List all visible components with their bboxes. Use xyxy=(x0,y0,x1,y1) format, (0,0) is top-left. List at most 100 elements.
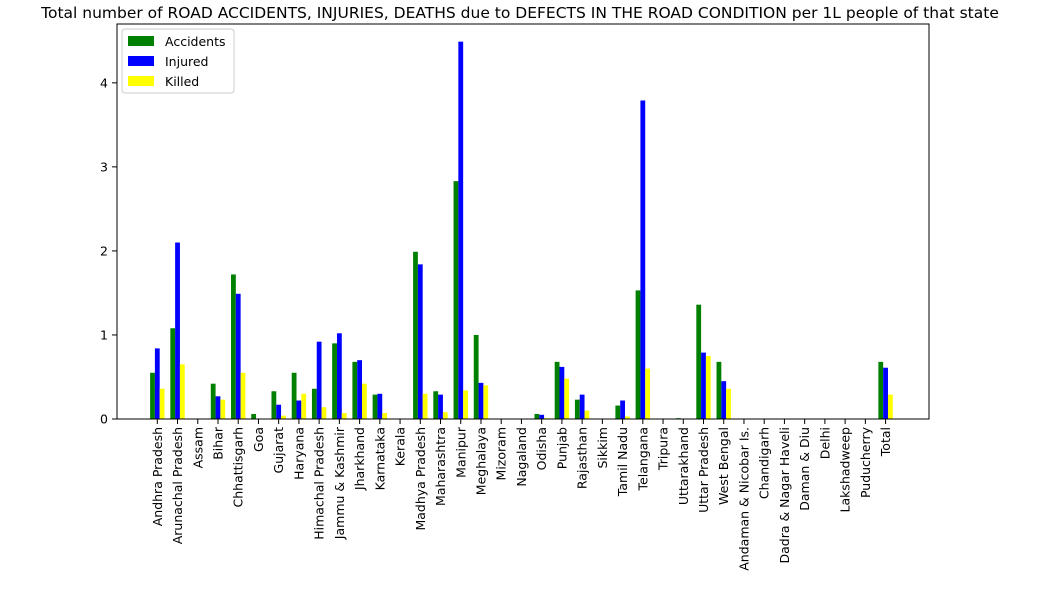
bar-injured-7 xyxy=(296,400,302,419)
bar-injured-23 xyxy=(620,400,625,419)
bar-killed-3 xyxy=(220,399,226,419)
x-tick-label-9: Jammu & Kashmir xyxy=(332,426,347,540)
legend-label-killed: Killed xyxy=(165,74,199,89)
x-tick-label-35: Puducherry xyxy=(858,426,873,498)
bar-accidents-9 xyxy=(332,343,337,419)
x-tick-label-34: Lakshadweep xyxy=(838,427,853,512)
x-tick-label-17: Mizoram xyxy=(494,427,509,480)
bar-killed-9 xyxy=(341,413,347,419)
legend-swatch-killed xyxy=(128,76,154,86)
x-tick-label-11: Karnataka xyxy=(372,427,387,490)
x-tick-label-33: Delhi xyxy=(817,427,832,459)
bar-accidents-1 xyxy=(170,328,176,419)
bar-injured-27 xyxy=(701,352,706,419)
bar-killed-24 xyxy=(645,368,651,419)
chart-title: Total number of ROAD ACCIDENTS, INJURIES… xyxy=(41,4,999,22)
x-tick-label-26: Uttarakhand xyxy=(676,427,691,505)
bar-killed-0 xyxy=(159,388,165,419)
bar-killed-21 xyxy=(584,410,590,419)
x-tick-label-6: Gujarat xyxy=(271,427,286,474)
bar-injured-3 xyxy=(215,396,221,419)
bar-injured-16 xyxy=(478,382,484,419)
bar-injured-14 xyxy=(438,394,443,419)
x-tick-label-16: Meghalaya xyxy=(473,427,488,495)
bar-injured-24 xyxy=(640,100,646,419)
bar-accidents-23 xyxy=(615,405,621,419)
x-tick-label-24: Telangana xyxy=(635,427,650,491)
bar-accidents-15 xyxy=(453,181,459,419)
x-tick-label-32: Daman & Diu xyxy=(797,427,812,511)
bars-layer xyxy=(150,41,893,420)
bar-injured-1 xyxy=(175,242,180,419)
bar-injured-15 xyxy=(458,41,464,420)
bar-accidents-24 xyxy=(635,290,641,419)
x-tick-label-19: Odisha xyxy=(534,427,549,470)
bar-accidents-36 xyxy=(878,361,884,419)
x-tick-label-8: Himachal Pradesh xyxy=(312,427,327,540)
bar-killed-36 xyxy=(887,394,893,419)
x-tick-label-3: Bihar xyxy=(210,426,225,460)
y-tick-label-4: 4 xyxy=(100,75,108,90)
bar-killed-4 xyxy=(240,372,246,419)
bar-killed-16 xyxy=(483,385,489,419)
bar-injured-19 xyxy=(539,414,545,419)
x-tick-label-1: Arunachal Pradesh xyxy=(170,427,185,544)
bar-killed-23 xyxy=(624,416,630,419)
bar-accidents-7 xyxy=(291,372,297,419)
x-tick-label-30: Chandigarh xyxy=(757,427,772,499)
bar-injured-13 xyxy=(417,264,423,419)
x-tick-label-10: Jharkhand xyxy=(352,427,367,491)
bar-accidents-5 xyxy=(251,413,257,419)
x-tick-label-36: Total xyxy=(878,427,893,457)
bar-killed-13 xyxy=(422,393,428,419)
y-tick-label-1: 1 xyxy=(100,327,108,342)
x-tick-label-23: Tamil Nadu xyxy=(615,427,630,497)
x-tick-label-31: Dadra & Nagar Haveli xyxy=(777,427,792,564)
legend: Accidents Injured Killed xyxy=(121,28,235,94)
bar-accidents-3 xyxy=(210,383,216,419)
bar-killed-11 xyxy=(382,413,388,419)
bar-accidents-20 xyxy=(554,361,560,419)
x-tick-label-7: Haryana xyxy=(291,427,306,480)
bar-accidents-8 xyxy=(311,388,317,419)
bar-injured-6 xyxy=(276,404,282,419)
y-tick-label-3: 3 xyxy=(100,159,108,174)
x-tick-label-0: Andhra Pradesh xyxy=(150,427,165,526)
bar-killed-8 xyxy=(321,407,327,419)
bar-accidents-13 xyxy=(413,251,418,419)
x-tick-label-13: Madhya Pradesh xyxy=(413,427,428,531)
plot-area-frame xyxy=(116,23,930,420)
x-tick-label-5: Goa xyxy=(251,427,266,452)
bar-injured-0 xyxy=(154,348,160,419)
bar-killed-20 xyxy=(564,378,570,419)
x-tick-label-25: Tripura xyxy=(656,427,671,471)
bar-killed-28 xyxy=(726,388,731,419)
y-tick-label-0: 0 xyxy=(100,412,108,427)
x-tick-label-14: Maharashtra xyxy=(433,427,448,506)
bar-injured-10 xyxy=(357,360,362,419)
bar-killed-14 xyxy=(442,412,448,419)
bar-injured-21 xyxy=(579,394,585,419)
bar-injured-20 xyxy=(559,366,565,419)
bar-accidents-16 xyxy=(473,334,479,419)
bar-accidents-4 xyxy=(231,274,236,419)
x-tick-label-4: Chhattisgarh xyxy=(231,427,246,507)
bar-injured-36 xyxy=(883,367,888,419)
bar-accidents-21 xyxy=(574,399,580,419)
x-tick-label-22: Sikkim xyxy=(595,427,610,469)
legend-swatch-accidents xyxy=(128,36,154,46)
bar-killed-27 xyxy=(705,355,711,419)
bar-killed-6 xyxy=(281,415,286,419)
bar-injured-28 xyxy=(721,381,727,419)
bar-killed-15 xyxy=(463,390,468,419)
legend-swatch-injured xyxy=(128,56,154,66)
legend-label-injured: Injured xyxy=(165,54,209,69)
bar-killed-1 xyxy=(179,364,185,419)
bar-injured-11 xyxy=(377,393,383,419)
bar-injured-8 xyxy=(316,341,322,419)
x-tick-label-15: Manipur xyxy=(453,426,468,478)
x-tick-label-21: Rajasthan xyxy=(575,427,590,489)
bar-killed-10 xyxy=(362,383,367,419)
bar-accidents-28 xyxy=(716,361,722,419)
